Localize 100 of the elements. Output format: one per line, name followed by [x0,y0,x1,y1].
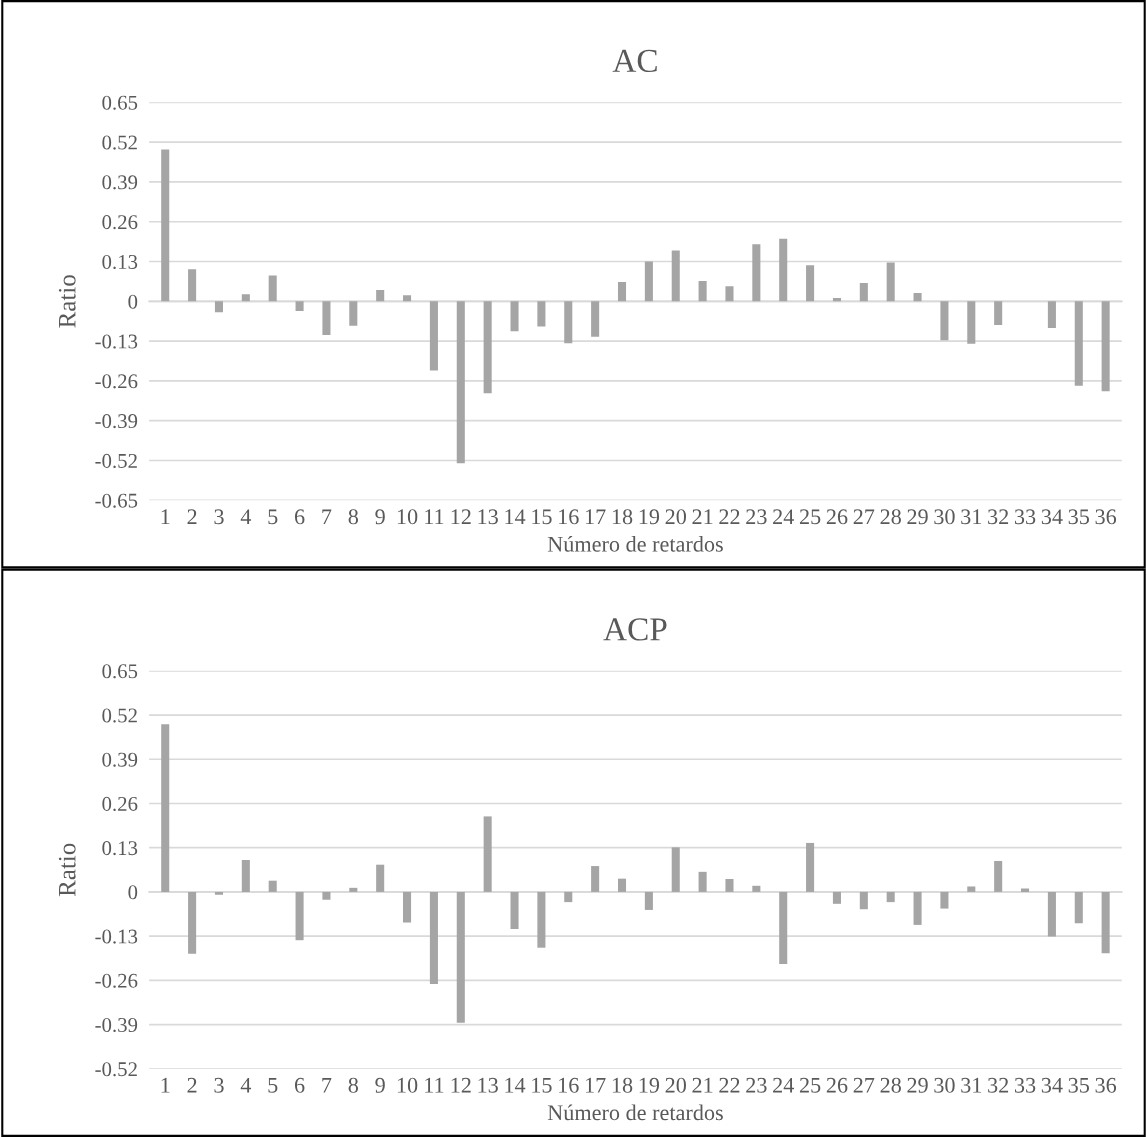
x-tick-label: 24 [773,1077,794,1093]
x-tick-label: 1 [161,509,170,525]
x-tick-label: 26 [826,509,848,525]
bar [349,887,358,892]
x-tick-label: 31 [961,1077,982,1093]
x-tick-label: 2 [187,509,197,525]
x-tick-label: 29 [907,509,928,525]
x-tick-label: 7 [322,509,332,525]
x-tick-label: 34 [1041,1077,1063,1093]
bar [349,301,358,326]
y-tick-label: 0.26 [102,796,138,811]
bar [188,269,197,302]
bar [241,859,250,892]
bar [752,885,761,892]
bar [537,301,546,327]
bar [1074,301,1083,386]
y-axis-title: Ratio [58,843,76,897]
y-tick-label: -0.39 [95,414,138,429]
bar [752,244,761,302]
x-tick-label: 13 [478,509,498,525]
bar [994,301,1003,325]
bar [483,301,492,394]
x-tick-label: 21 [692,1077,713,1093]
bar [1101,891,1110,954]
y-tick-label: 0.13 [102,841,138,856]
x-tick-label: 25 [799,509,821,525]
y-tick-label: -0.13 [95,929,138,944]
bar [1047,891,1056,937]
bar [698,281,707,302]
bar [456,301,465,464]
chart-title: AC [612,49,657,73]
bar [429,891,438,985]
x-tick-label: 35 [1068,1077,1090,1093]
bar [617,878,627,892]
x-tick-label: 22 [719,509,740,525]
x-tick-label: 32 [988,1077,1009,1093]
x-tick-label: 36 [1095,509,1117,525]
x-tick-label: 4 [240,509,252,525]
x-tick-label: 21 [692,509,713,525]
bar [322,301,331,335]
bar [591,866,600,892]
x-tick-label: 28 [880,509,901,525]
bar [591,301,600,337]
y-tick-label: 0.13 [102,254,138,270]
x-tick-label: 10 [397,1077,418,1093]
bar [1047,301,1056,328]
bar [806,842,815,892]
x-tick-label: 11 [425,1077,444,1093]
x-tick-label: 3 [214,509,224,525]
x-tick-label: 33 [1014,1077,1036,1093]
bar [644,261,653,302]
bar [940,891,949,909]
x-tick-label: 24 [773,509,794,525]
x-tick-label: 35 [1068,509,1090,525]
bar [617,282,627,302]
x-tick-label: 28 [880,1077,901,1093]
chart-title: ACP [603,618,667,641]
bar [725,286,734,302]
x-tick-label: 23 [746,1077,767,1093]
bar [967,886,976,892]
x-tick-label: 29 [907,1077,928,1093]
x-tick-label: 20 [665,1077,687,1093]
bar [698,871,707,892]
x-tick-label: 9 [375,509,385,525]
bar [403,295,412,302]
x-tick-label: 2 [187,1077,197,1093]
bar [429,301,438,371]
bar [403,891,412,923]
bar [188,891,197,954]
x-tick-label: 27 [853,509,875,525]
bar [268,880,277,892]
bar [859,891,868,910]
x-tick-label: 17 [585,1077,606,1093]
x-tick-label: 5 [268,509,278,525]
x-tick-label: 17 [585,509,606,525]
x-tick-label: 22 [719,1077,740,1093]
bar [940,301,949,341]
x-tick-label: 6 [294,1077,305,1093]
x-tick-label: 15 [532,509,552,525]
bar [241,294,250,302]
bar [456,891,465,1023]
y-tick-label: -0.39 [95,1017,138,1033]
bar [1101,301,1110,392]
bar [832,891,841,904]
x-tick-label: 14 [505,509,526,525]
y-tick-label: -0.26 [95,973,138,988]
y-tick-label: 0.26 [102,215,138,230]
bar [510,891,519,929]
y-tick-label: -0.52 [95,1062,137,1077]
x-tick-label: 12 [451,1077,471,1093]
x-tick-label: 8 [348,1077,359,1093]
x-tick-label: 10 [397,509,418,525]
x-axis-title: Número de retardos [547,536,723,552]
x-tick-label: 7 [322,1077,332,1093]
bar [1074,891,1083,924]
bar [886,262,895,302]
x-tick-label: 18 [612,1077,633,1093]
bar [268,275,277,302]
x-tick-label: 9 [375,1077,385,1093]
x-tick-label: 1 [161,1077,170,1093]
